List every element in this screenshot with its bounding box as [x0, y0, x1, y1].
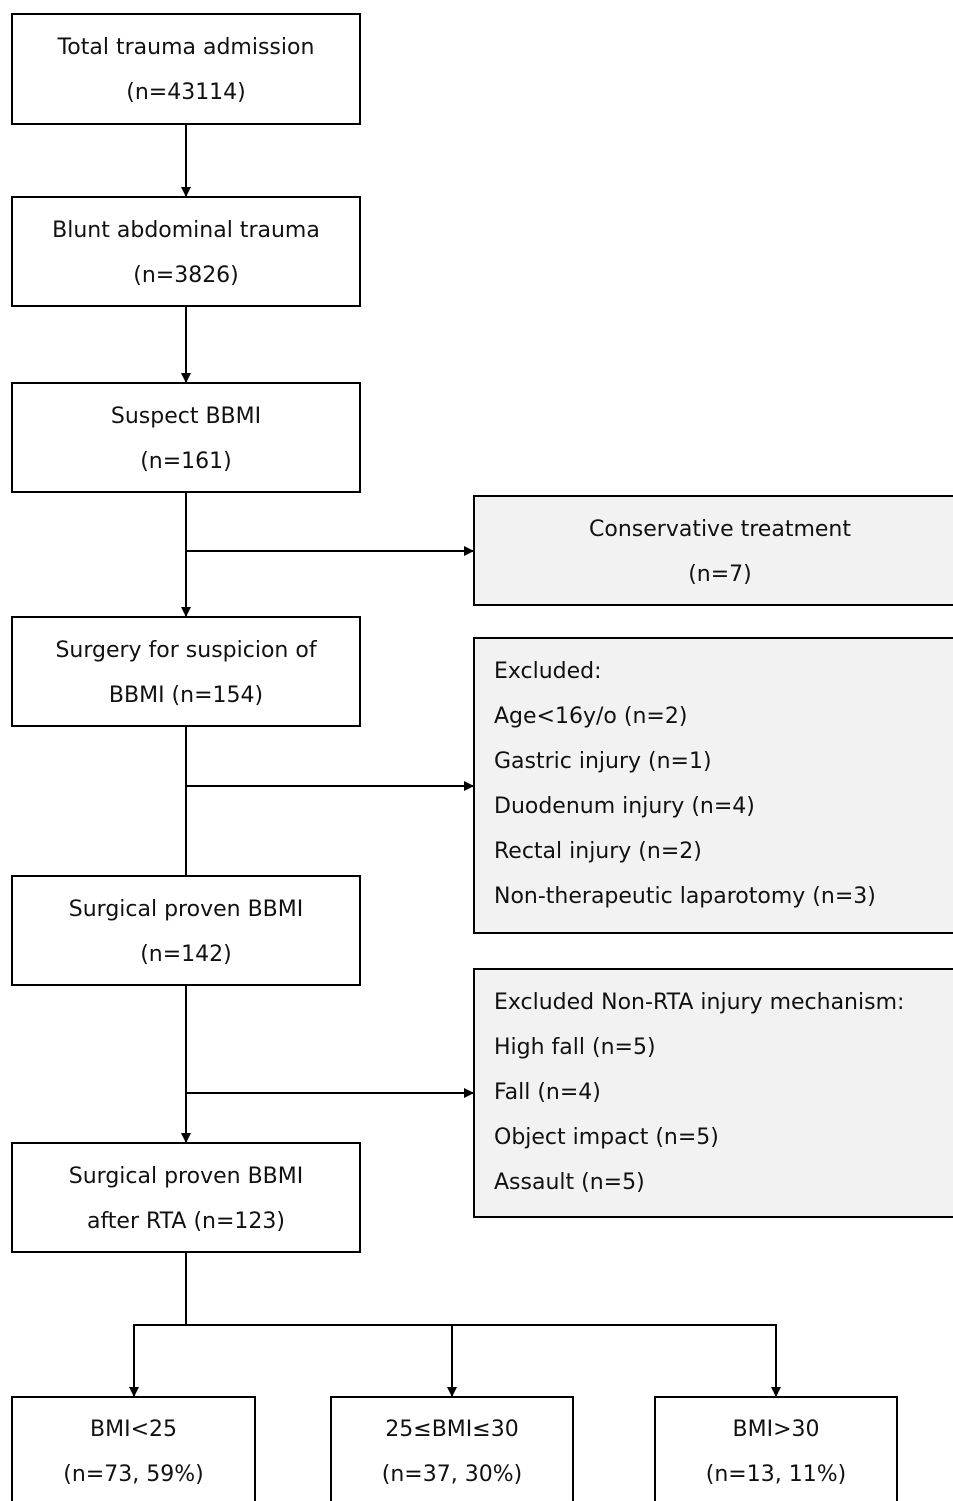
flow-node: Blunt abdominal trauma (n=3826)	[11, 196, 361, 307]
flow-node: Total trauma admission (n=43114)	[11, 13, 361, 125]
flow-node: 25≤BMI≤30 (n=37, 30%)	[330, 1396, 574, 1501]
node-text: High fall (n=5)	[494, 1035, 656, 1060]
node-text: (n=161)	[140, 449, 232, 474]
node-box	[11, 616, 361, 727]
node-box	[654, 1396, 898, 1501]
flow-node: Conservative treatment (n=7)	[473, 495, 953, 606]
flow-node: Surgical proven BBMI after RTA (n=123)	[11, 1142, 361, 1253]
node-text: Blunt abdominal trauma	[52, 218, 320, 243]
node-text: (n=3826)	[133, 263, 239, 288]
node-box	[11, 1142, 361, 1253]
node-box	[11, 875, 361, 986]
node-box	[11, 196, 361, 307]
node-text: Total trauma admission	[57, 35, 315, 60]
node-box	[11, 1396, 256, 1501]
node-text: (n=13, 11%)	[706, 1462, 846, 1487]
flow-node: Suspect BBMI (n=161)	[11, 382, 361, 493]
node-box	[11, 382, 361, 493]
node-text: Age<16y/o (n=2)	[494, 704, 687, 729]
node-text: BBMI (n=154)	[109, 683, 263, 708]
node-text: Suspect BBMI	[111, 404, 261, 429]
node-box	[330, 1396, 574, 1501]
flow-node: Excluded: Age<16y/o (n=2) Gastric injury (…	[473, 637, 953, 934]
node-text: (n=142)	[140, 942, 232, 967]
flow-node: BMI<25 (n=73, 59%)	[11, 1396, 256, 1501]
node-box	[473, 968, 953, 1218]
node-text: (n=73, 59%)	[63, 1462, 203, 1487]
node-text: Duodenum injury (n=4)	[494, 794, 755, 819]
flow-node: Excluded Non-RTA injury mechanism: High f…	[473, 968, 953, 1218]
node-text: after RTA (n=123)	[87, 1209, 285, 1234]
node-box	[473, 495, 953, 606]
node-text: Object impact (n=5)	[494, 1125, 719, 1150]
node-text: BMI<25	[90, 1417, 177, 1442]
node-text: Non-therapeutic laparotomy (n=3)	[494, 884, 876, 909]
node-text: Excluded:	[494, 659, 602, 684]
node-text: Gastric injury (n=1)	[494, 749, 712, 774]
connectors	[129, 124, 781, 1397]
node-text: Assault (n=5)	[494, 1170, 645, 1195]
node-text: Conservative treatment	[589, 517, 851, 542]
flow-node: Surgery for suspicion of BBMI (n=154)	[11, 616, 361, 727]
flow-node: BMI>30 (n=13, 11%)	[654, 1396, 898, 1501]
node-text: (n=37, 30%)	[382, 1462, 522, 1487]
node-text: Surgery for suspicion of	[55, 638, 317, 663]
node-text: Surgical proven BBMI	[69, 897, 303, 922]
node-text: (n=43114)	[126, 80, 246, 105]
node-text: BMI>30	[733, 1417, 820, 1442]
node-text: Fall (n=4)	[494, 1080, 601, 1105]
flow-node: Surgical proven BBMI (n=142)	[11, 875, 361, 986]
node-text: 25≤BMI≤30	[385, 1417, 518, 1442]
node-text: Excluded Non-RTA injury mechanism:	[494, 990, 904, 1015]
node-box	[473, 637, 953, 934]
node-text: (n=7)	[688, 562, 752, 587]
node-box	[11, 13, 361, 125]
node-text: Rectal injury (n=2)	[494, 839, 702, 864]
node-text: Surgical proven BBMI	[69, 1164, 303, 1189]
